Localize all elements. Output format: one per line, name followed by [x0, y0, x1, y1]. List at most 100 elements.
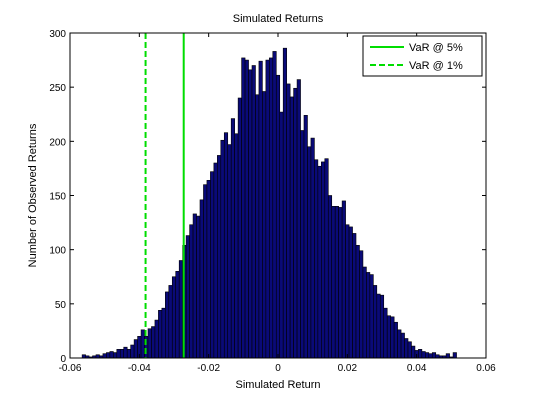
histogram-bar: [359, 250, 364, 359]
histogram-bar: [425, 352, 430, 359]
y-tick-label: 150: [49, 192, 66, 203]
histogram-bar: [237, 97, 242, 359]
histogram-bar: [393, 321, 398, 359]
histogram-bar: [300, 130, 305, 359]
histogram-bar: [379, 294, 385, 359]
y-tick-label: 250: [49, 83, 66, 94]
histogram-bar: [154, 319, 159, 359]
histogram-bar: [161, 307, 166, 359]
histogram-bar: [255, 94, 260, 359]
y-tick-label: 50: [55, 300, 67, 311]
histogram-bar: [168, 285, 173, 359]
histogram-bar: [352, 233, 357, 359]
histogram-bar: [376, 293, 381, 359]
x-axis-label: Simulated Return: [236, 379, 321, 391]
histogram-bar: [324, 158, 329, 359]
histogram-bar: [244, 59, 249, 359]
histogram-bar: [296, 79, 301, 359]
histogram-bar: [109, 351, 114, 359]
histogram-bar: [185, 235, 190, 359]
histogram-bar: [126, 349, 131, 359]
y-axis-ticks: 0 50 100 150 200 250 300: [49, 29, 486, 365]
histogram-bar: [321, 161, 326, 359]
histogram-bar: [341, 200, 346, 359]
histogram-bar: [262, 91, 267, 359]
histogram-bar: [390, 316, 395, 359]
histogram-bar: [355, 245, 360, 359]
histogram-bar: [338, 207, 343, 359]
histogram-bar: [203, 184, 208, 359]
histogram-bar: [258, 60, 263, 359]
histogram-bar: [220, 139, 225, 359]
histogram-bar: [189, 224, 194, 359]
histogram-bar: [175, 271, 180, 359]
legend: VaR @ 5% VaR @ 1%: [362, 35, 483, 77]
histogram-bar: [206, 180, 211, 359]
histogram-bar: [217, 155, 222, 359]
histogram-bar: [369, 274, 374, 359]
histogram-bar: [147, 328, 152, 359]
histogram-bar: [213, 162, 218, 359]
histogram-bar: [269, 57, 274, 359]
histogram-bar: [158, 310, 163, 359]
histogram-bar: [210, 171, 215, 359]
histogram-bar: [345, 224, 350, 359]
histogram-bar: [293, 87, 298, 359]
histogram-bar: [279, 111, 284, 359]
histogram-bar: [223, 132, 229, 359]
histogram-bar: [407, 341, 412, 359]
y-tick-label: 0: [60, 354, 66, 365]
histogram-bar: [400, 332, 405, 359]
histogram-bar: [230, 118, 235, 359]
x-tick-label: 0.06: [476, 363, 496, 374]
histogram-bar: [165, 291, 170, 359]
histogram-bar: [317, 165, 322, 359]
x-tick-label: -0.06: [59, 363, 82, 374]
var-lines: [144, 33, 185, 358]
histogram-bar: [282, 47, 287, 359]
legend-box: [362, 35, 483, 77]
histogram-bar: [171, 276, 177, 359]
histogram-bar: [234, 133, 239, 359]
x-tick-label: 0: [275, 363, 281, 374]
histogram-bar: [421, 351, 426, 359]
histogram-bar: [362, 266, 367, 359]
histogram-bar: [116, 349, 121, 359]
histogram-bar: [445, 353, 450, 359]
histogram-bar: [418, 349, 423, 359]
histogram-bar: [265, 59, 270, 359]
y-tick-label: 300: [49, 29, 66, 40]
histogram-bar: [289, 96, 294, 359]
histogram-bar: [286, 83, 291, 359]
histogram-bar: [119, 349, 125, 359]
y-tick-label: 100: [49, 246, 66, 257]
histogram-bar: [452, 352, 457, 359]
histogram-bar: [411, 345, 416, 359]
histogram-bar: [310, 137, 315, 359]
histogram-bar: [241, 57, 246, 359]
histogram-bar: [251, 65, 256, 359]
histogram-bar: [102, 353, 107, 359]
histogram-bar: [327, 195, 333, 359]
histogram-bar: [383, 307, 388, 359]
x-axis-ticks: -0.06 -0.04 -0.02 0 0.02 0.04 0.06: [59, 33, 496, 374]
histogram-bar: [331, 206, 336, 359]
histogram-bar: [366, 272, 371, 359]
histogram-bar: [314, 159, 319, 359]
y-axis-label: Number of Observed Returns: [27, 123, 39, 267]
histogram-bar: [178, 260, 183, 359]
histogram-bar: [199, 199, 204, 359]
histogram-bar: [227, 144, 232, 359]
histogram-bar: [151, 326, 156, 359]
legend-label: VaR @ 1%: [409, 60, 463, 72]
x-tick-label: 0.04: [407, 363, 427, 374]
histogram-bar: [196, 215, 201, 359]
histogram-bar: [275, 74, 281, 359]
histogram-bar: [373, 285, 378, 359]
x-tick-label: 0.02: [338, 363, 358, 374]
histogram-bar: [431, 352, 437, 359]
histogram-bar: [386, 315, 391, 359]
legend-label: VaR @ 5%: [409, 42, 463, 54]
x-tick-label: -0.02: [197, 363, 220, 374]
